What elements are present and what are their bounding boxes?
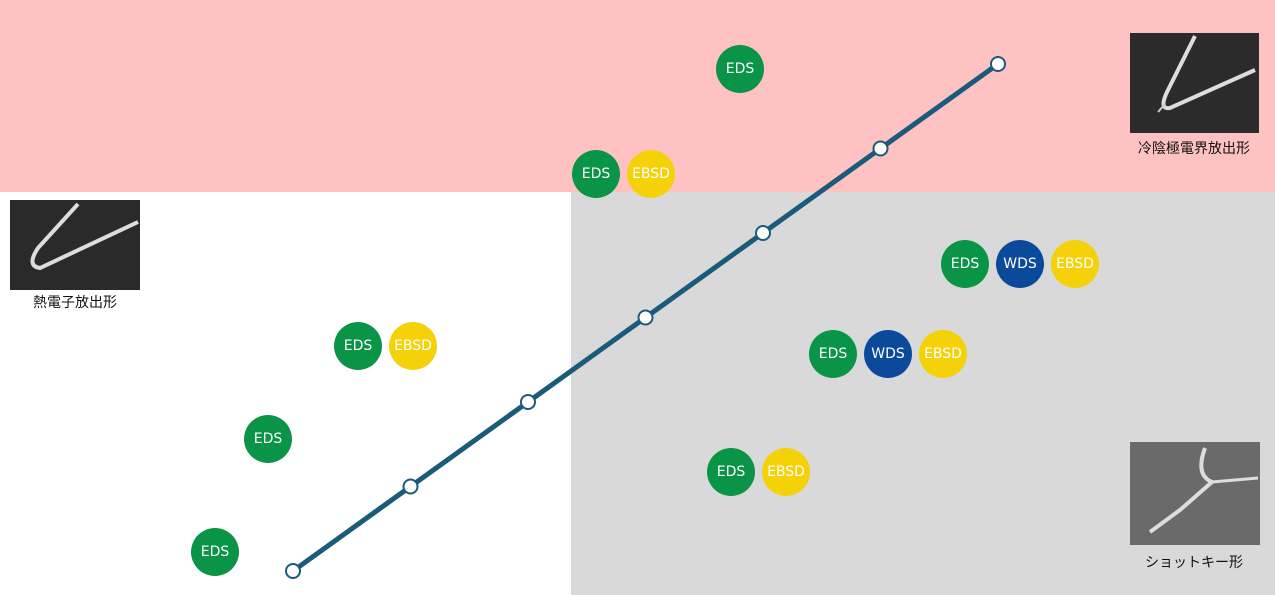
badge <box>707 448 755 496</box>
badge-label: EDS <box>726 61 755 77</box>
trend-node <box>285 563 301 579</box>
badge <box>809 330 857 378</box>
badge <box>864 330 912 378</box>
badge-label: EDS <box>582 166 611 182</box>
badge-label: EDS <box>951 256 980 272</box>
badge <box>762 448 810 496</box>
badge <box>191 528 239 576</box>
badge-label: EDS <box>344 338 373 354</box>
badge <box>334 322 382 370</box>
emitter-label: ショットキー形 <box>1145 555 1243 571</box>
trend-node <box>402 478 419 495</box>
badge-label: EBSD <box>1056 256 1094 272</box>
trend-line <box>285 56 1006 579</box>
trend-node <box>872 140 889 157</box>
badge-layer: EDS EDS EBSD EDS WDS EBSD EDS WDS EBSD EDS EBSD EDS… <box>191 45 1099 576</box>
trend-node <box>990 56 1006 72</box>
badge <box>627 150 675 198</box>
badge-label: WDS <box>1003 256 1037 272</box>
badge-label: EDS <box>201 544 230 560</box>
badge <box>1051 240 1099 288</box>
badge-label: EDS <box>254 431 283 447</box>
badge-label: EBSD <box>924 346 962 362</box>
thermionic-image <box>10 200 140 290</box>
badge <box>716 45 764 93</box>
schottky-image <box>1130 442 1260 545</box>
badge <box>996 240 1044 288</box>
cold-image <box>1130 33 1259 133</box>
badge-label: EBSD <box>767 464 805 480</box>
badge-label: EDS <box>717 464 746 480</box>
badge <box>919 330 967 378</box>
badge <box>244 415 292 463</box>
badge-label: EBSD <box>394 338 432 354</box>
badge-label: EDS <box>819 346 848 362</box>
badge-label: EBSD <box>632 166 670 182</box>
trend-node <box>637 309 654 326</box>
badge <box>572 150 620 198</box>
badge <box>389 322 437 370</box>
trend-node <box>520 394 536 410</box>
emitter-label: 冷陰極電界放出形 <box>1138 141 1250 157</box>
trend-node <box>755 225 771 241</box>
badge-label: WDS <box>871 346 905 362</box>
emitter-label: 熱電子放出形 <box>33 295 117 311</box>
badge <box>941 240 989 288</box>
